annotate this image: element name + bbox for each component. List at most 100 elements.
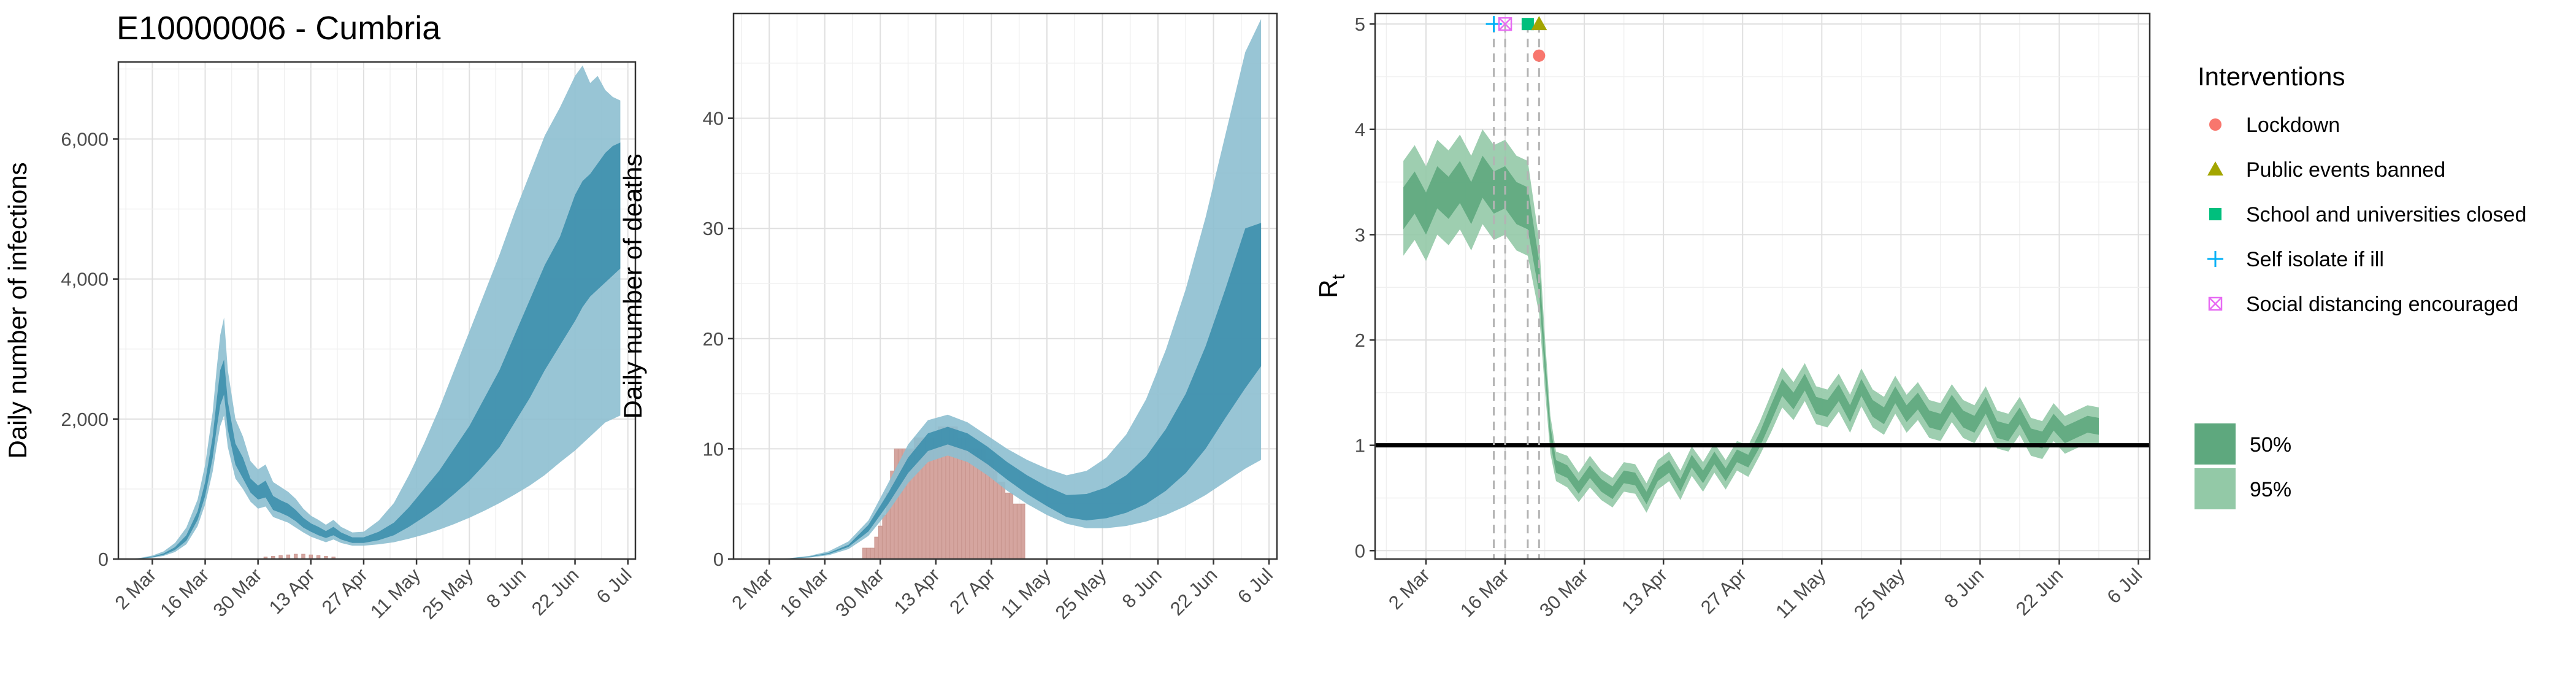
legend-label: Lockdown (2246, 114, 2340, 137)
observed-bar (1017, 503, 1022, 560)
observed-bar (997, 481, 1002, 560)
observed-bar (1001, 481, 1006, 560)
y-tick-label: 10 (703, 438, 724, 460)
observed-bar (862, 547, 867, 560)
x-tick-label: 11 May (366, 564, 424, 622)
band-50 (129, 142, 621, 559)
x-tick-label: 8 Jun (1118, 564, 1166, 612)
observed-bar (1013, 503, 1018, 560)
observed-bar (1005, 492, 1010, 560)
legend-label: Social distancing encouraged (2246, 293, 2518, 316)
x-tick-label: 2 Mar (727, 564, 777, 614)
y-tick-label: 6,000 (61, 128, 109, 150)
observed-bar (1021, 503, 1025, 560)
y-tick-label: 0 (1355, 540, 1365, 561)
band-legend-swatch (2195, 423, 2236, 465)
rt-panel: 0 1 2 3 4 5 2 Mar 16 Mar 30 Mar 13 Apr 27 Apr 11 Ma… (1314, 12, 2151, 623)
y-tick-label: 3 (1355, 224, 1365, 245)
y-tick-label: 2,000 (61, 409, 109, 430)
legend-item: Lockdown (2209, 114, 2340, 137)
observed-bar (882, 514, 887, 560)
x-tick-label: 16 Mar (156, 564, 213, 621)
legend-key-triangle (2207, 161, 2223, 176)
band-legend-item: 50% (2195, 423, 2291, 465)
chart-title: E10000006 - Cumbria (117, 10, 441, 47)
legend-title: Interventions (2198, 62, 2345, 91)
x-tick-label: 13 Apr (1617, 564, 1671, 618)
x-tick-label: 27 Apr (1696, 564, 1750, 618)
observed-bar (870, 547, 875, 560)
intervention-markers (1485, 16, 1547, 559)
legend-item: School and universities closed (2209, 203, 2526, 226)
observed-bar (866, 547, 871, 560)
x-tick-label: 30 Mar (209, 564, 266, 621)
y-tick-label: 5 (1355, 14, 1365, 35)
legend: Interventions Lockdown Public events bann… (2195, 62, 2526, 509)
legend-key-plus (2207, 251, 2223, 267)
y-axis: 0 2,000 4,000 6,000 (61, 128, 118, 570)
x-tick-label: 8 Jun (482, 564, 530, 612)
y-axis-title: Rt (1314, 274, 1349, 298)
y-tick-label: 2 (1355, 330, 1365, 351)
y-tick-label: 20 (703, 328, 724, 350)
legend-label: Self isolate if ill (2246, 248, 2384, 271)
x-tick-label: 27 Apr (318, 564, 372, 618)
y-tick-label: 1 (1355, 435, 1365, 457)
x-tick-label: 25 May (1051, 564, 1111, 623)
intervention-marker-public-events-banned (1531, 16, 1547, 31)
panel-border (732, 12, 1278, 560)
band-50 (1403, 155, 2099, 504)
y-tick-label: 40 (703, 108, 724, 129)
x-tick-label: 25 May (418, 564, 478, 623)
y-axis: 0 1 2 3 4 5 (1355, 14, 1375, 561)
legend-label: Public events banned (2246, 158, 2445, 182)
legend-item: Social distancing encouraged (2208, 293, 2518, 316)
x-tick-label: 22 Jun (1166, 564, 1222, 620)
legend-label: School and universities closed (2246, 203, 2526, 226)
band-legend: 50% 95% (2195, 423, 2291, 509)
band-legend-item: 95% (2195, 468, 2291, 509)
x-tick-label: 6 Jul (2103, 564, 2146, 608)
y-tick-label: 30 (703, 218, 724, 239)
band-legend-label: 95% (2250, 478, 2291, 501)
legend-key-square-x (2208, 296, 2223, 311)
observed-bar (878, 525, 883, 560)
x-tick-label: 16 Mar (776, 564, 833, 621)
x-tick-label: 22 Jun (527, 564, 583, 620)
x-tick-label: 11 May (997, 564, 1055, 622)
y-axis-title: Daily number of infections (3, 162, 32, 458)
x-tick-label: 16 Mar (1456, 564, 1513, 621)
x-tick-label: 25 May (1850, 564, 1909, 623)
legend-key-circle (2209, 118, 2221, 131)
legend-item: Self isolate if ill (2207, 248, 2384, 271)
intervention-marker-school-and-universities-closed (1521, 18, 1534, 31)
intervention-legend: Lockdown Public events banned School and u… (2207, 114, 2526, 316)
panel-border (1374, 12, 2151, 560)
x-tick-label: 30 Mar (1535, 564, 1592, 621)
x-tick-label: 13 Apr (890, 564, 944, 618)
x-tick-label: 2 Mar (1384, 564, 1434, 614)
band-legend-label: 50% (2250, 433, 2291, 457)
panel-border (117, 61, 637, 560)
band-legend-swatch (2195, 468, 2236, 509)
y-tick-label: 0 (98, 549, 109, 570)
legend-key-square (2209, 208, 2221, 220)
band-95 (757, 19, 1262, 559)
x-tick-label: 2 Mar (111, 564, 161, 614)
x-tick-label: 22 Jun (2012, 564, 2068, 620)
observed-bar (874, 536, 879, 560)
y-tick-label: 4 (1355, 119, 1365, 141)
y-axis-title-subscript: t (1328, 274, 1349, 280)
band-50 (757, 223, 1262, 559)
y-axis: 0 10 20 30 40 (703, 108, 734, 570)
y-axis-title: Daily number of deaths (618, 154, 647, 419)
plot-background (1375, 14, 2150, 559)
x-tick-label: 6 Jul (592, 564, 636, 608)
x-tick-label: 30 Mar (831, 564, 888, 621)
x-tick-label: 13 Apr (265, 564, 319, 618)
